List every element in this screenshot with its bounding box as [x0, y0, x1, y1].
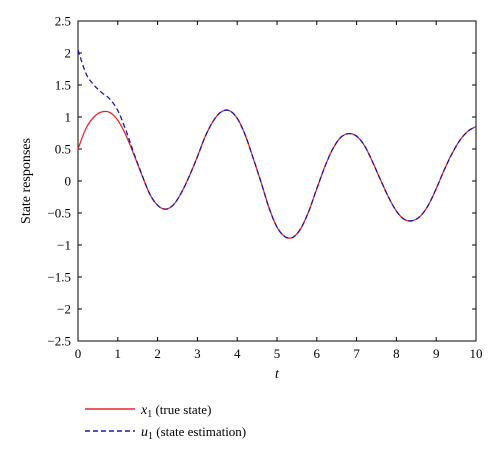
y-tick-label: −1.5: [47, 270, 71, 285]
y-axis-label: State responses: [19, 138, 34, 224]
series-line-u1: [77, 49, 477, 239]
x-axis-label: t: [275, 367, 280, 382]
y-tick-label: 2.5: [55, 14, 71, 29]
series-line-x1: [77, 109, 477, 239]
y-tick-label: −0.5: [47, 206, 71, 221]
legend-entry-u1: u1 (state estimation): [85, 424, 246, 442]
legend: x1 (true state) u1 (state estimation): [85, 402, 246, 442]
y-tick-label: −1: [57, 238, 71, 253]
legend-symbol-x1: x: [140, 403, 148, 418]
x-tick-label: 10: [470, 346, 483, 361]
legend-text-x1: (true state): [152, 402, 211, 417]
x-tick-label: 9: [433, 346, 440, 361]
plot-frame: [77, 20, 477, 342]
y-tick-label: 1: [65, 110, 72, 125]
svg-text:u1 (state estimation): u1 (state estimation): [141, 424, 246, 442]
legend-sub-x1: 1: [147, 409, 152, 420]
x-tick-label: 2: [154, 346, 161, 361]
legend-symbol-u1: u: [141, 425, 148, 440]
y-tick-label: −2.5: [47, 334, 71, 349]
legend-entry-x1: x1 (true state): [85, 402, 211, 420]
legend-text-u1: (state estimation): [153, 424, 246, 439]
x-tick-label: 8: [393, 346, 400, 361]
x-tick-label: 0: [75, 346, 82, 361]
y-tick-label: 0.5: [55, 142, 71, 157]
x-tick-label: 7: [353, 346, 360, 361]
x-tick-label: 4: [234, 346, 241, 361]
y-tick-label: 1.5: [55, 78, 71, 93]
y-tick-label: −2: [57, 302, 71, 317]
x-tick-label: 6: [314, 346, 321, 361]
y-tick-label: 0: [65, 174, 72, 189]
axis-ticks: 0 1 2 3 4 5 6 7 8 9 10 2.5 2 1.5 1 0.5 0 −0.5 −1 −1.5 −2 −2.5: [47, 14, 482, 362]
svg-text:x1 (true state): x1 (true state): [140, 402, 211, 420]
y-tick-label: 2: [65, 46, 72, 61]
x-tick-label: 5: [274, 346, 281, 361]
legend-sub-u1: 1: [148, 431, 153, 442]
series-layer: [77, 49, 477, 239]
x-tick-label: 3: [194, 346, 201, 361]
x-tick-label: 1: [115, 346, 122, 361]
